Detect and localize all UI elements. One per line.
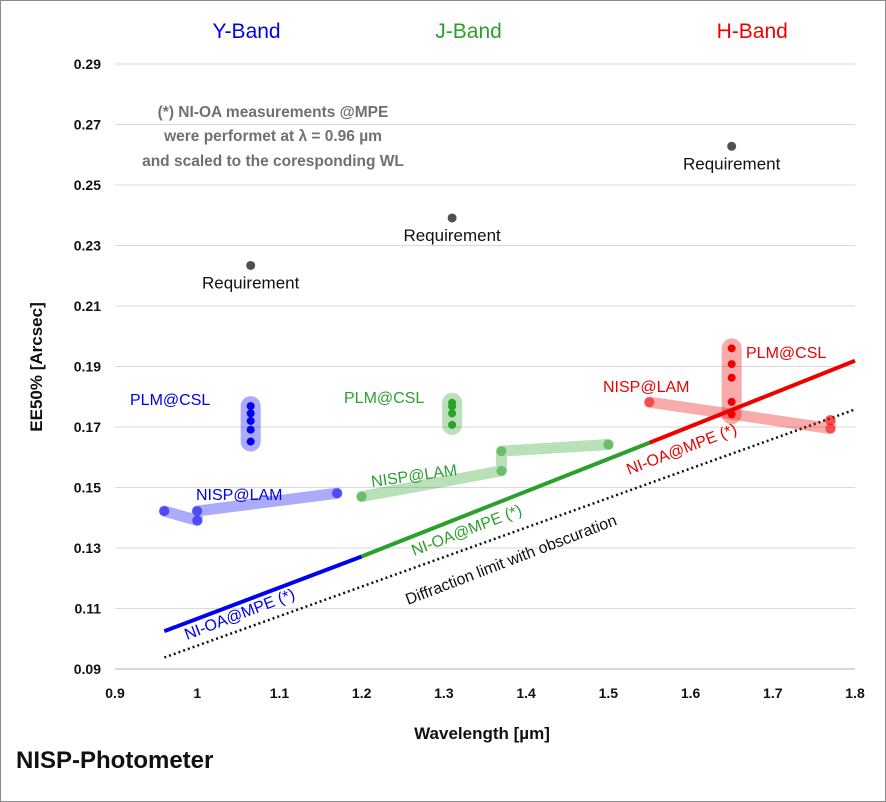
- nioa-line-j: [360, 440, 651, 559]
- plm-csl-point: [727, 344, 736, 353]
- y-tick-label: 0.23: [74, 238, 101, 254]
- nisp-lam-point: [825, 423, 836, 434]
- y-tick-label: 0.17: [74, 419, 101, 435]
- nioa-line-y: [163, 554, 363, 634]
- requirement-point: [447, 213, 457, 223]
- requirement-point: [246, 260, 256, 270]
- plm-csl-point: [246, 402, 255, 411]
- requirement-label: Requirement: [683, 154, 781, 173]
- y-tick-label: 0.25: [74, 177, 101, 193]
- plm-csl-point: [246, 409, 255, 418]
- footer-title: NISP-Photometer: [16, 747, 213, 774]
- nisp-lam-label-y: NISP@LAM: [196, 487, 282, 504]
- plm-csl-label-y: PLM@CSL: [130, 392, 210, 409]
- plm-csl-point: [727, 373, 736, 382]
- nisp-lam-point: [603, 439, 614, 450]
- plm-csl-label-h: PLM@CSL: [746, 345, 826, 362]
- requirement-label: Requirement: [202, 273, 300, 292]
- nioa-line-h: [648, 358, 856, 445]
- nisp-lam-point: [496, 446, 507, 457]
- note-line-2: were performet at λ = 0.96 µm: [163, 128, 382, 145]
- band-label-y: Y-Band: [212, 20, 280, 43]
- y-tick-label: 0.21: [74, 298, 101, 314]
- y-tick-label: 0.11: [75, 601, 102, 617]
- nisp-lam-point: [192, 506, 203, 517]
- plm-csl-point: [246, 425, 255, 434]
- plm-csl-point: [727, 410, 736, 419]
- series: Requirement Requirement Requirement: [158, 141, 856, 659]
- x-tick-label: 1.8: [845, 685, 865, 701]
- nisp-lam-label-h: NISP@LAM: [603, 379, 689, 396]
- x-tick-label: 1.6: [681, 685, 701, 701]
- x-tick-label: 1.7: [763, 685, 783, 701]
- x-tick-label: 1.2: [352, 685, 372, 701]
- x-tick-label: 1.4: [516, 685, 536, 701]
- y-tick-label: 0.15: [74, 480, 101, 496]
- grid: [115, 63, 855, 609]
- band-label-h: H-Band: [717, 20, 788, 43]
- note-line-3: and scaled to the coresponding WL: [142, 153, 404, 170]
- diffraction-limit-line: [163, 408, 856, 659]
- plm-csl-point: [727, 360, 736, 369]
- y-tick-label: 0.13: [74, 540, 101, 556]
- x-tick-label: 1.5: [599, 685, 619, 701]
- x-tick-label: 1.3: [434, 685, 454, 701]
- requirement-point: [727, 141, 737, 151]
- y-tick-label: 0.19: [74, 359, 101, 375]
- plm-csl-point: [246, 437, 255, 446]
- y-tick-label: 0.09: [74, 661, 101, 677]
- band-label-j: J-Band: [435, 20, 502, 43]
- nioa-label-y: NI-OA@MPE (*): [182, 586, 297, 644]
- nisp-lam-point: [192, 515, 203, 526]
- y-tick-label: 0.27: [74, 117, 101, 133]
- plm-csl-point: [246, 416, 255, 425]
- plm-csl-point: [448, 420, 457, 429]
- x-tick-label: 1.1: [270, 685, 290, 701]
- note-line-1: (*) NI-OA measurements @MPE: [158, 104, 389, 121]
- y-tick-label: 0.29: [74, 56, 101, 72]
- plm-csl-point: [448, 398, 457, 407]
- nisp-lam-line-j: [356, 439, 614, 503]
- nisp-lam-point: [496, 465, 507, 476]
- y-axis-label: EE50% [Arcsec]: [27, 302, 46, 431]
- nisp-lam-point: [332, 488, 342, 499]
- nisp-lam-point: [159, 506, 170, 517]
- x-tick-label: 1: [193, 685, 201, 701]
- plm-csl-point: [727, 397, 736, 406]
- axes: 0.09 0.11 0.13 0.15 0.17 0.19 0.21 0.23 0.25 0.27…: [74, 56, 865, 701]
- nisp-lam-point: [644, 397, 655, 408]
- x-axis-label: Wavelength [µm]: [414, 724, 550, 743]
- plm-csl-label-j: PLM@CSL: [344, 390, 424, 407]
- x-tick-label: 0.9: [105, 685, 125, 701]
- requirement-label: Requirement: [403, 226, 501, 245]
- plm-csl-point: [448, 409, 457, 418]
- nisp-lam-point: [825, 415, 836, 426]
- nisp-lam-point: [356, 491, 367, 502]
